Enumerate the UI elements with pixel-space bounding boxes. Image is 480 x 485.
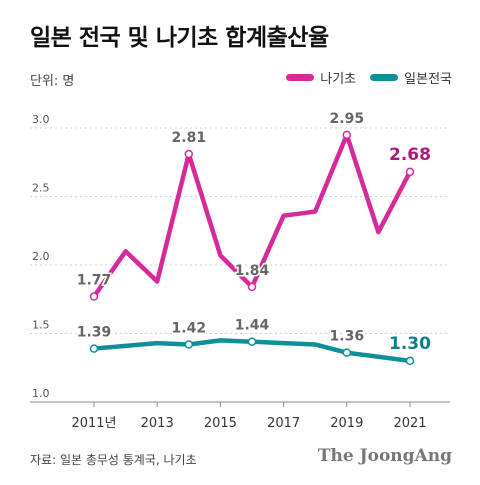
y-tick-label: 2.5 <box>32 182 50 195</box>
brand-logo: The JoongAng <box>317 446 452 466</box>
data-point-japan <box>405 356 415 366</box>
y-tick-label: 1.0 <box>32 387 50 400</box>
data-point-japan <box>247 337 257 346</box>
data-label-japan: 1.39 <box>77 325 112 341</box>
data-label-nagi: 2.81 <box>172 130 207 146</box>
data-point-japan <box>342 348 352 357</box>
data-label-japan: 1.36 <box>330 329 365 345</box>
data-point-nagi <box>89 292 99 301</box>
legend-item-nagi: 나기초 <box>286 68 356 87</box>
x-tick-label: 2021 <box>393 416 426 431</box>
x-tick-label: 2019 <box>330 416 363 431</box>
source-note: 자료: 일본 총무성 통계국, 나기초 <box>30 453 197 467</box>
x-tick-label: 2011년 <box>71 416 116 431</box>
data-label-nagi: 1.84 <box>235 263 270 279</box>
data-label-japan: 1.44 <box>235 318 270 334</box>
legend-label-nagi: 나기초 <box>320 72 357 87</box>
legend-swatch-japan <box>370 74 399 81</box>
data-point-nagi <box>342 130 352 140</box>
data-label-nagi: 2.68 <box>389 145 431 165</box>
data-point-japan <box>89 344 99 353</box>
legend-label-japan: 일본전국 <box>404 72 452 87</box>
legend: 나기초 일본전국 <box>272 68 452 87</box>
data-label-nagi: 1.77 <box>77 273 112 289</box>
unit-label: 단위: 명 <box>30 74 75 89</box>
data-label-japan: 1.30 <box>389 334 431 354</box>
data-point-nagi <box>405 167 415 177</box>
data-point-japan <box>184 340 194 349</box>
chart-title: 일본 전국 및 나기초 합계출산율 <box>30 25 329 51</box>
legend-swatch-nagi <box>286 74 315 81</box>
data-point-nagi <box>184 149 194 159</box>
x-tick-label: 2013 <box>141 416 174 431</box>
y-tick-label: 2.0 <box>32 250 50 263</box>
x-tick-label: 2015 <box>204 416 237 431</box>
legend-item-japan: 일본전국 <box>370 68 452 87</box>
data-label-japan: 1.42 <box>172 320 207 336</box>
y-tick-label: 1.5 <box>32 319 50 332</box>
data-point-nagi <box>247 282 257 292</box>
x-tick-label: 2017 <box>267 416 300 431</box>
data-label-nagi: 2.95 <box>330 111 365 127</box>
y-tick-label: 3.0 <box>32 113 50 126</box>
